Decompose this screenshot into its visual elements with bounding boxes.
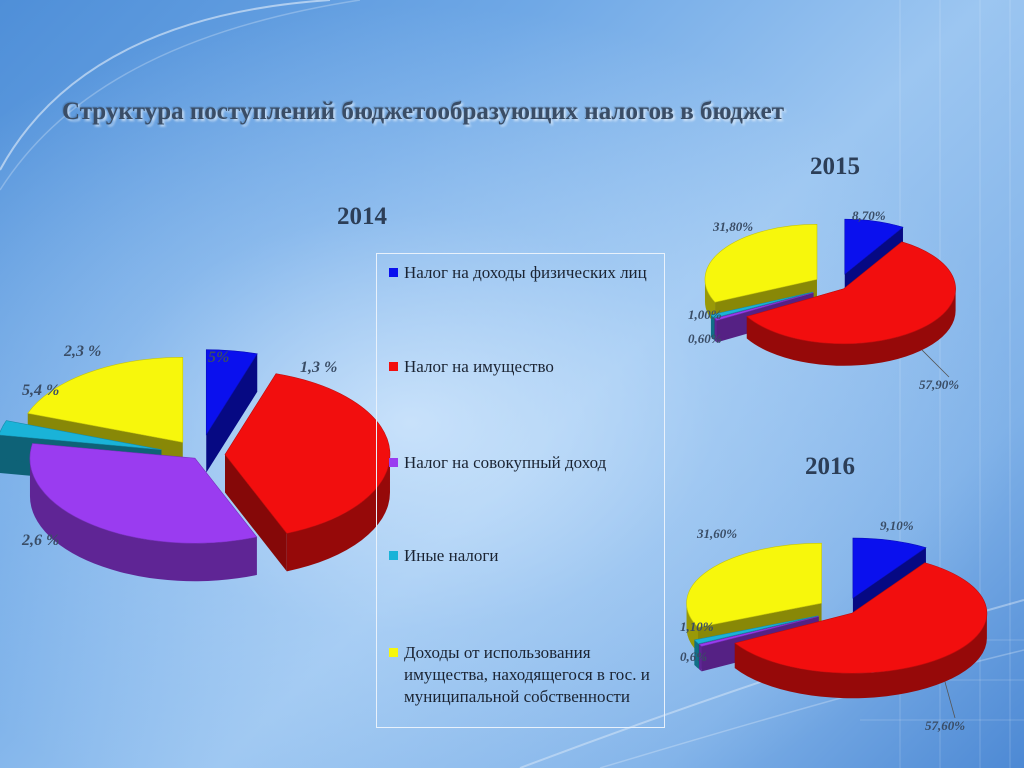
- data-label-property-tax-2014: 1,3 %: [300, 359, 337, 376]
- slice-top-other-taxes: [0, 420, 162, 450]
- pie-chart-2015: 8,70% 57,90% 0,60% 1,00% 31,80%: [688, 208, 959, 392]
- legend-item-aggregate-income-tax: Налог на совокупный доход: [389, 452, 657, 474]
- slice-top-income-tax: [205, 349, 258, 436]
- slice-side: [746, 288, 956, 366]
- slice-side: [286, 454, 390, 572]
- slide-title: Структура поступлений бюджетообразующих …: [62, 98, 785, 125]
- slice-side: [699, 644, 702, 672]
- slice-top-property-income: [686, 542, 822, 628]
- legend-item-property-income: Доходы от использования имущества, наход…: [389, 642, 657, 708]
- legend-label: Иные налоги: [404, 546, 499, 565]
- slice-side: [734, 613, 987, 699]
- data-label-other-taxes-2016: 1,10%: [680, 619, 714, 634]
- data-label-aggregate-income-tax-2016: 0,6%: [680, 649, 707, 664]
- pie-chart-2014: 5% 1,3 % 2,6 % 5,4 % 2,3 %: [0, 343, 391, 582]
- slice-side: [29, 458, 257, 582]
- legend-label: Доходы от использования имущества, наход…: [404, 643, 650, 706]
- slice-top-aggregate-income-tax: [29, 443, 258, 544]
- data-label-property-tax-2015: 57,90%: [919, 377, 959, 392]
- leader-line: [921, 349, 950, 378]
- data-label-property-income-2014: 2,3 %: [63, 343, 101, 360]
- chart-title-2014: 2014: [337, 203, 387, 230]
- slice-side: [710, 314, 715, 340]
- legend-item-other-taxes: Иные налоги: [389, 545, 657, 567]
- slice-side: [714, 318, 717, 343]
- leader-line: [944, 681, 956, 719]
- data-label-aggregate-income-tax-2015: 0,60%: [688, 331, 722, 346]
- legend-swatch: [389, 268, 398, 277]
- legend-item-property-tax: Налог на имущество: [389, 356, 657, 378]
- legend-item-income-tax: Налог на доходы физических лиц: [389, 262, 657, 284]
- slice-top-income-tax: [844, 218, 904, 275]
- slice-income-tax-2014: [206, 353, 258, 473]
- slice-top-property-income: [704, 224, 818, 303]
- slice-top-property-tax: [734, 562, 988, 674]
- slice-top-property-tax: [746, 241, 956, 345]
- data-label-other-taxes-2015: 1,00%: [688, 307, 722, 322]
- data-label-property-income-2016: 31,60%: [696, 526, 737, 541]
- legend-swatch: [389, 458, 398, 467]
- data-label-income-tax-2014: 5%: [208, 349, 229, 366]
- legend-swatch: [389, 648, 398, 657]
- legend-label: Налог на доходы физических лиц: [404, 263, 647, 282]
- legend-swatch: [389, 551, 398, 560]
- legend-swatch: [389, 362, 398, 371]
- slice-wall: [224, 454, 287, 572]
- chart-title-2016: 2016: [805, 453, 855, 480]
- slice-side: [704, 279, 716, 325]
- slice-top-property-tax: [224, 373, 391, 534]
- slice-top-other-taxes: [693, 615, 819, 645]
- data-label-property-tax-2016: 57,60%: [925, 718, 965, 733]
- slice-top-aggregate-income-tax: [714, 292, 814, 321]
- data-label-income-tax-2015: 8,70%: [852, 208, 886, 223]
- slice-top-aggregate-income-tax: [698, 616, 819, 647]
- slice-side: [694, 639, 699, 669]
- chart-legend: Налог на доходы физических лиц Налог на …: [376, 253, 665, 728]
- slice-top-income-tax: [852, 537, 927, 599]
- data-label-income-tax-2016: 9,10%: [880, 518, 914, 533]
- legend-label: Налог на имущество: [404, 357, 554, 376]
- data-label-other-taxes-2014: 5,4 %: [22, 382, 59, 399]
- legend-label: Налог на совокупный доход: [404, 453, 607, 472]
- slice-top-property-income: [27, 357, 184, 443]
- pie-chart-2016: 9,10% 57,60% 0,6% 1,10% 31,60%: [680, 518, 988, 733]
- slice-top-other-taxes: [710, 291, 813, 319]
- slice-wall: [206, 353, 258, 473]
- data-label-aggregate-income-tax-2014: 2,6 %: [21, 532, 59, 549]
- chart-title-2015: 2015: [810, 153, 860, 180]
- data-label-property-income-2015: 31,80%: [712, 219, 753, 234]
